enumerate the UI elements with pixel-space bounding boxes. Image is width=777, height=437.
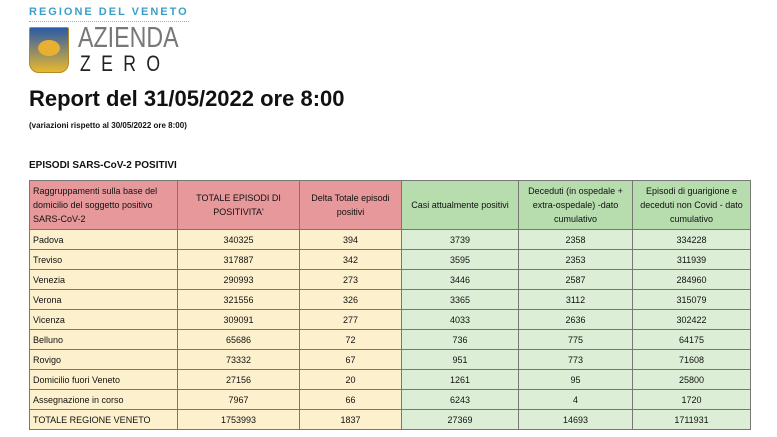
table-cell: 321556 (177, 289, 300, 310)
column-header: Casi attualmente positivi (401, 180, 519, 230)
section-title: EPISODI SARS-CoV-2 POSITIVI (29, 160, 177, 171)
table-cell: 3112 (518, 289, 633, 310)
row-label: Padova (29, 229, 178, 250)
table-cell: 736 (401, 329, 519, 350)
table-cell: 2358 (518, 229, 633, 250)
table-cell: 25800 (632, 369, 751, 390)
table-cell: 1837 (299, 409, 402, 430)
table-cell: 2353 (518, 249, 633, 270)
table-cell: 951 (401, 349, 519, 370)
table-cell: 64175 (632, 329, 751, 350)
table-cell: 4 (518, 389, 633, 410)
table-cell: 1261 (401, 369, 519, 390)
table-cell: 3365 (401, 289, 519, 310)
logo-azienda: AZIENDA (78, 22, 179, 54)
table-cell: 326 (299, 289, 402, 310)
row-label: Domicilio fuori Veneto (29, 369, 178, 390)
table-cell: 14693 (518, 409, 633, 430)
positives-table: Raggruppamenti sulla base del domicilio … (29, 180, 751, 430)
table-row: Verona 321556 326 3365 3112 315079 (29, 289, 751, 310)
row-label: Assegnazione in corso (29, 389, 178, 410)
page-title: Report del 31/05/2022 ore 8:00 (29, 86, 345, 111)
table-cell: 3739 (401, 229, 519, 250)
table-cell: 317887 (177, 249, 300, 270)
table-row: TOTALE REGIONE VENETO 1753993 1837 27369 146… (29, 409, 751, 430)
column-header: TOTALE EPISODI DI POSITIVITA' (177, 180, 300, 230)
table-row: Venezia 290993 273 3446 2587 284960 (29, 269, 751, 290)
table-cell: 315079 (632, 289, 751, 310)
table-cell: 1720 (632, 389, 751, 410)
table-cell: 27156 (177, 369, 300, 390)
table-cell: 342 (299, 249, 402, 270)
table-row: Assegnazione in corso 7967 66 6243 4 1720 (29, 389, 751, 410)
table-row: Vicenza 309091 277 4033 2636 302422 (29, 309, 751, 330)
table-cell: 394 (299, 229, 402, 250)
row-label: Rovigo (29, 349, 178, 370)
table-cell: 2587 (518, 269, 633, 290)
table-cell: 72 (299, 329, 402, 350)
table-cell: 775 (518, 329, 633, 350)
table-row: Treviso 317887 342 3595 2353 311939 (29, 249, 751, 270)
table-cell: 340325 (177, 229, 300, 250)
table-cell: 311939 (632, 249, 751, 270)
logo-region-text: REGIONE DEL VENETO (29, 6, 189, 22)
table-cell: 4033 (401, 309, 519, 330)
column-header: Deceduti (in ospedale + extra-ospedale) … (518, 180, 633, 230)
table-row: Rovigo 73332 67 951 773 71608 (29, 349, 751, 370)
table-cell: 3446 (401, 269, 519, 290)
table-cell: 309091 (177, 309, 300, 330)
table-cell: 67 (299, 349, 402, 370)
table-cell: 71608 (632, 349, 751, 370)
table-cell: 66 (299, 389, 402, 410)
row-label: TOTALE REGIONE VENETO (29, 409, 178, 430)
table-cell: 6243 (401, 389, 519, 410)
table-cell: 3595 (401, 249, 519, 270)
table-cell: 20 (299, 369, 402, 390)
table-cell: 334228 (632, 229, 751, 250)
table-row: Domicilio fuori Veneto 27156 20 1261 95 25800 (29, 369, 751, 390)
table-cell: 95 (518, 369, 633, 390)
table-cell: 2636 (518, 309, 633, 330)
column-header: Delta Totale episodi positivi (299, 180, 402, 230)
table-cell: 277 (299, 309, 402, 330)
table-cell: 1711931 (632, 409, 751, 430)
table-cell: 284960 (632, 269, 751, 290)
row-label: Treviso (29, 249, 178, 270)
column-header: Raggruppamenti sulla base del domicilio … (29, 180, 178, 230)
table-cell: 773 (518, 349, 633, 370)
table-cell: 65686 (177, 329, 300, 350)
row-label: Belluno (29, 329, 178, 350)
table-cell: 1753993 (177, 409, 300, 430)
table-cell: 7967 (177, 389, 300, 410)
table-cell: 73332 (177, 349, 300, 370)
row-label: Venezia (29, 269, 178, 290)
table-cell: 27369 (401, 409, 519, 430)
subtitle: (variazioni rispetto al 30/05/2022 ore 8… (29, 121, 187, 130)
table-row: Padova 340325 394 3739 2358 334228 (29, 229, 751, 250)
table-row: Belluno 65686 72 736 775 64175 (29, 329, 751, 350)
veneto-crest-logo (29, 27, 69, 73)
logo-zero: ZERO (80, 51, 171, 76)
column-header: Episodi di guarigione e deceduti non Cov… (632, 180, 751, 230)
row-label: Vicenza (29, 309, 178, 330)
row-label: Verona (29, 289, 178, 310)
table-cell: 290993 (177, 269, 300, 290)
table-cell: 302422 (632, 309, 751, 330)
table-cell: 273 (299, 269, 402, 290)
